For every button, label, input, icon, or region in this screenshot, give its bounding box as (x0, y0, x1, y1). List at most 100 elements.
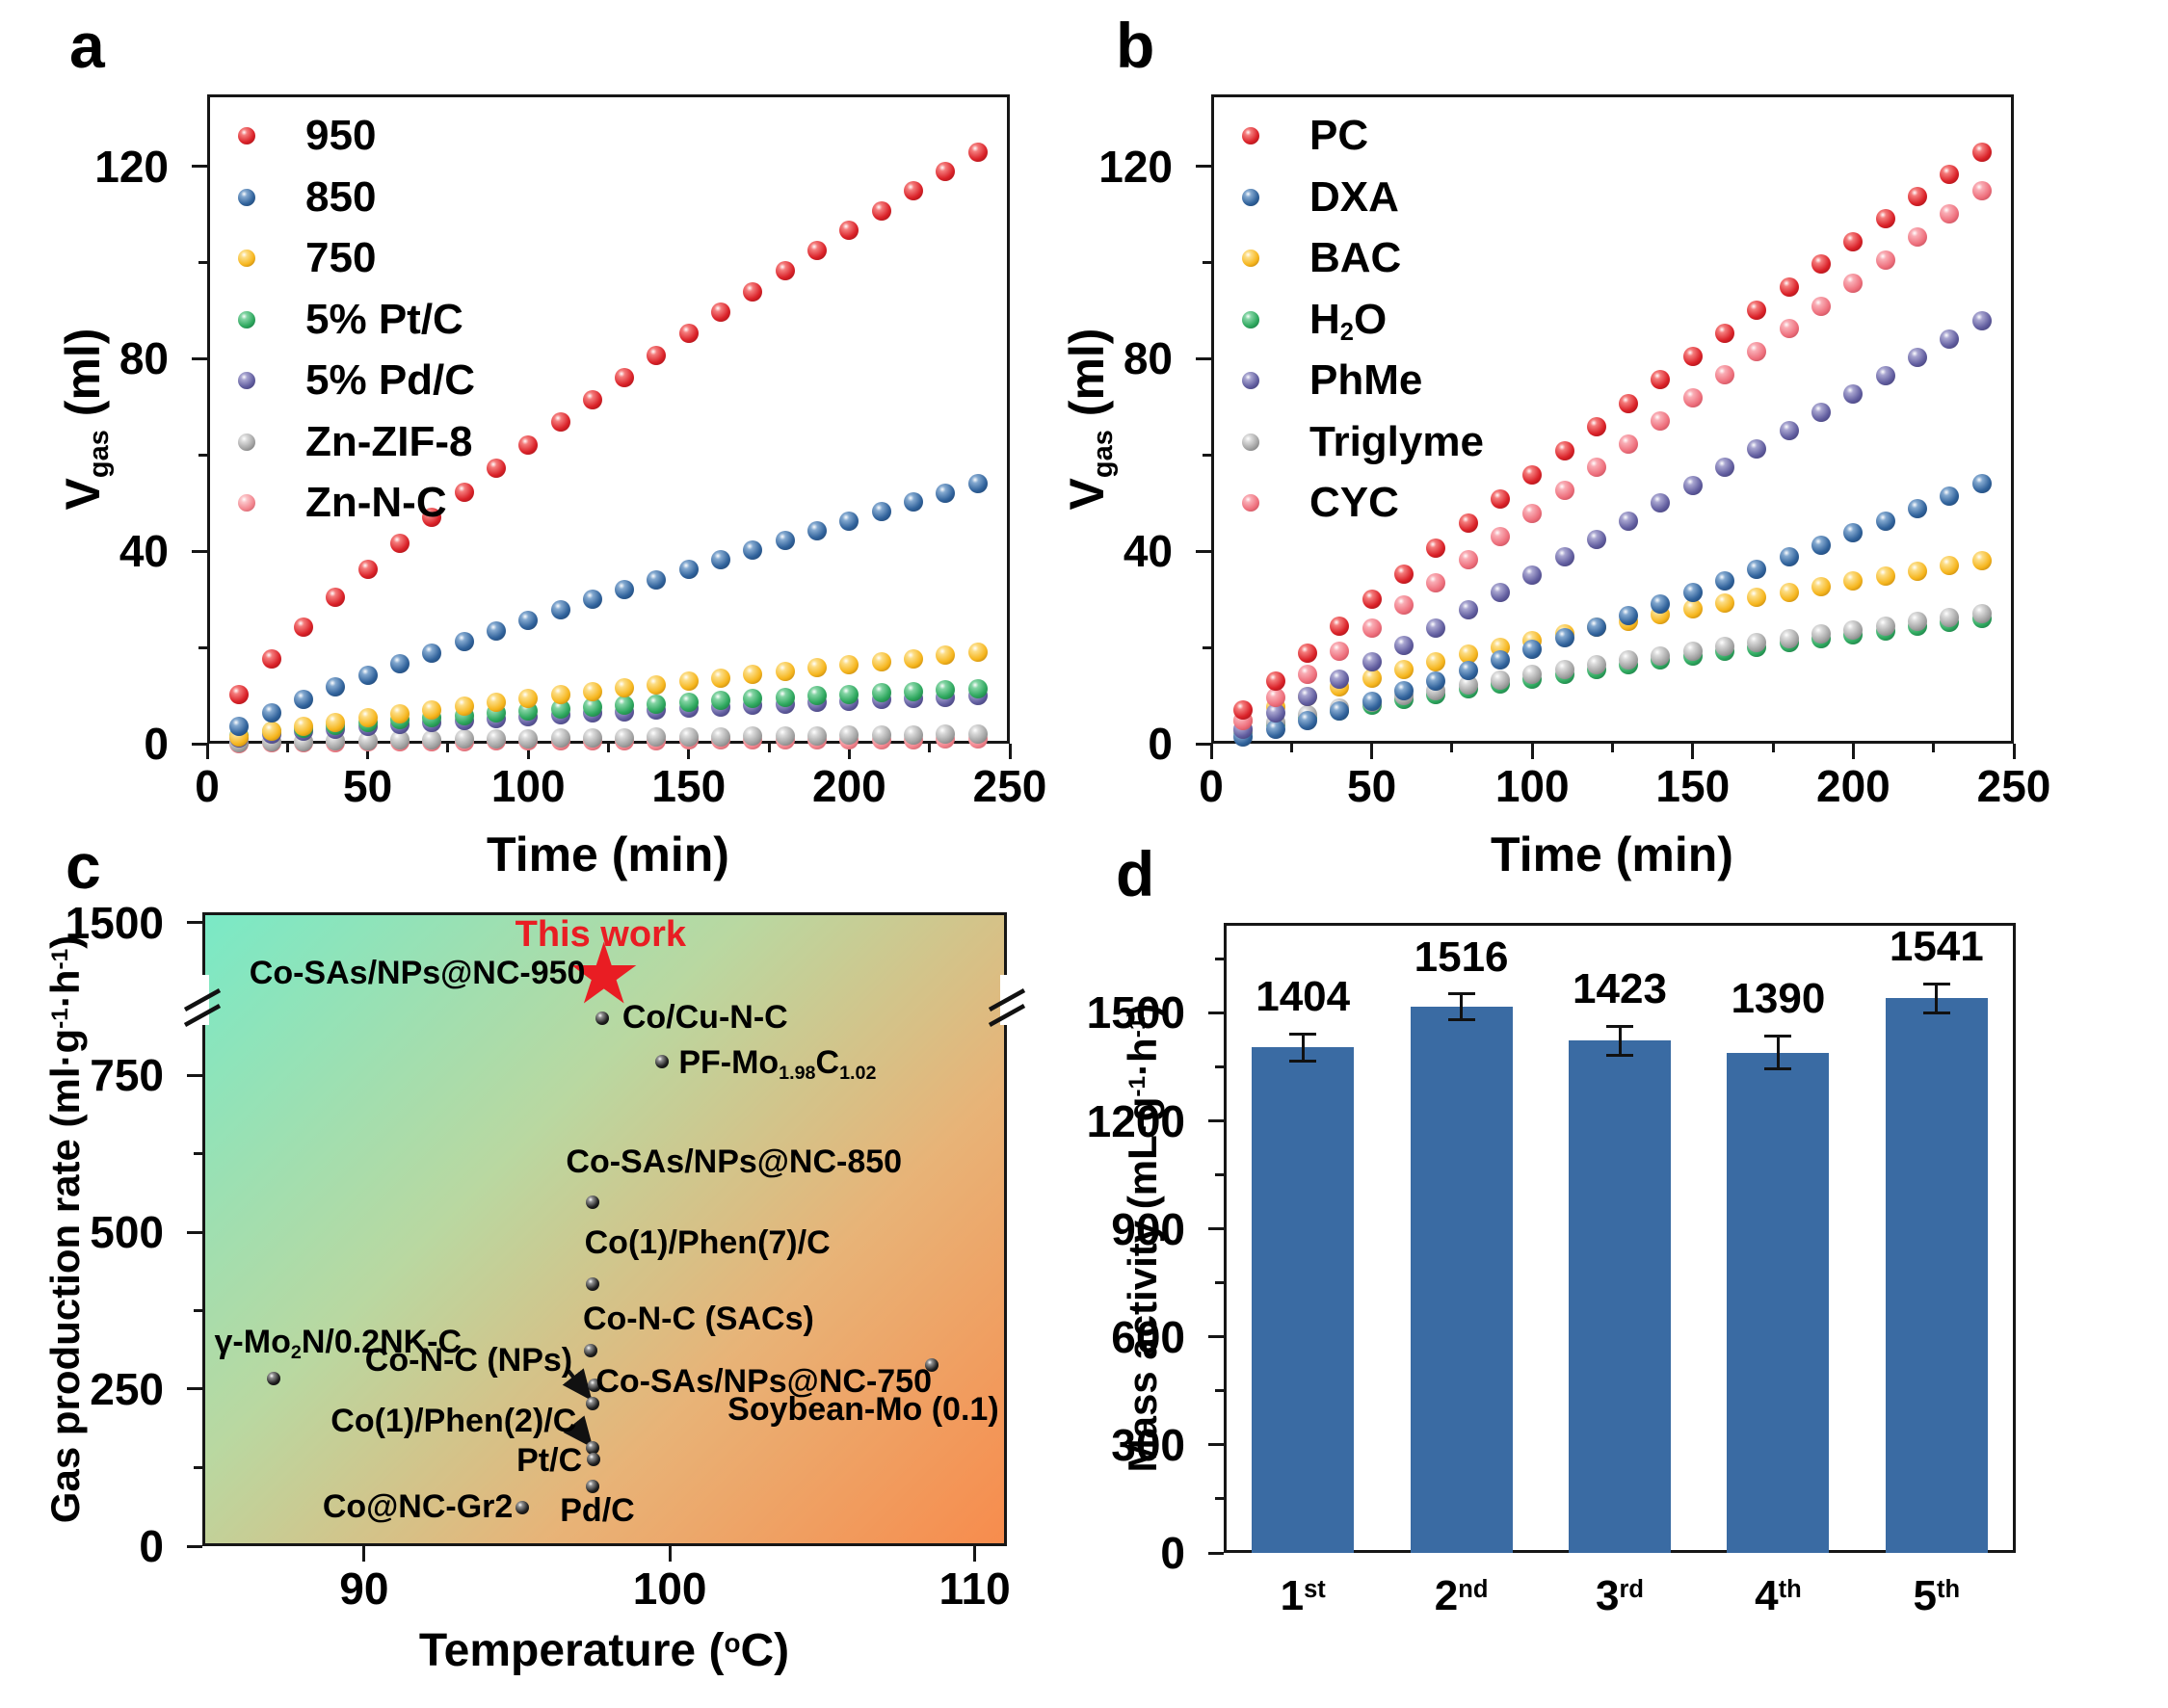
data-point-dxa (1747, 559, 1767, 579)
data-point-cyc (1330, 642, 1350, 662)
data-point-750 (678, 671, 699, 692)
y-tick-label: 40 (119, 526, 169, 577)
data-point-750 (357, 708, 378, 728)
y-axis-tick (1215, 1173, 1224, 1177)
arrow-icon (562, 1368, 593, 1402)
legend-label: PC (1309, 112, 1369, 159)
x-axis-tick (1611, 744, 1614, 752)
data-point-triglyme (1875, 616, 1895, 636)
data-point-950 (711, 302, 731, 323)
data-point-750 (293, 717, 313, 737)
subscript: 1.02 (839, 1062, 877, 1084)
data-point-dxa (1940, 486, 1960, 507)
data-point-cyc (1875, 250, 1895, 270)
data-point-cyc (1362, 618, 1382, 639)
data-point-pc (1811, 254, 1832, 275)
legend-marker-icon (1242, 250, 1259, 267)
data-point-co-nc-gr2 (516, 1500, 530, 1514)
data-point-phme (1747, 438, 1767, 459)
data-point-850 (904, 492, 924, 512)
error-bar-cap (1447, 1018, 1475, 1022)
y-axis-tick (187, 1230, 202, 1234)
data-point-cyc (1554, 480, 1574, 500)
y-tick-label: 250 (90, 1363, 164, 1414)
category-label-2nd: 2nd (1434, 1572, 1489, 1619)
data-point-dxa (1393, 681, 1414, 701)
x-tick-label: 200 (1816, 761, 1890, 811)
data-point-phme (1651, 493, 1671, 513)
legend-label: 950 (305, 112, 377, 159)
error-bar-cap (1447, 992, 1475, 996)
data-point-dxa (1651, 593, 1671, 614)
panel-letter-a: a (69, 10, 105, 81)
data-point-950 (678, 324, 699, 344)
annotation-label-pf-mo: PF-Mo1.98C1.02 (678, 1043, 877, 1084)
data-point-pc (1971, 142, 1992, 162)
legend-label: 5% Pt/C (305, 295, 463, 343)
legend-marker-icon (238, 372, 255, 389)
data-point-750 (582, 681, 602, 701)
data-point-phme (1522, 565, 1543, 585)
y-tick-label: 0 (144, 718, 169, 769)
legend-item-phme: PhMe (1242, 353, 1422, 408)
data-point-850 (647, 569, 667, 590)
y-tick-label: 0 (1160, 1527, 1185, 1578)
category-label-5th: 5th (1913, 1572, 1961, 1619)
data-point-5-pt-c (936, 680, 956, 700)
data-point-850 (967, 474, 988, 494)
y-axis-tick (1215, 1389, 1224, 1393)
y-axis-tick (187, 1073, 202, 1077)
data-point-co-n-c-sacs (584, 1343, 598, 1357)
data-point-bac (1971, 551, 1992, 571)
data-point-triglyme (1586, 655, 1606, 675)
legend-item-5-pt-c: 5% Pt/C (238, 292, 463, 348)
bar-value-label: 1423 (1573, 965, 1667, 1013)
data-point-5-pt-c (550, 699, 570, 720)
data-point-750 (711, 668, 731, 688)
legend-item-dxa: DXA (1242, 170, 1399, 225)
data-point-850 (389, 654, 410, 674)
x-tick-label: 50 (343, 761, 393, 811)
data-point-phme (1843, 384, 1864, 405)
data-point-dxa (1330, 700, 1350, 721)
y-axis-tick (1208, 1119, 1224, 1123)
y-axis-tick (1215, 957, 1224, 960)
legend-label: 750 (305, 234, 377, 281)
data-point-5-pt-c (615, 696, 635, 716)
data-point-zn-zif-8 (615, 727, 635, 748)
data-point-zn-zif-8 (582, 727, 602, 748)
data-point-750 (775, 661, 795, 681)
data-point-bac (1779, 582, 1799, 602)
legend-item-5-pd-c: 5% Pd/C (238, 353, 475, 408)
legend-label: CYC (1309, 479, 1399, 526)
superscript: -1 (1124, 1016, 1150, 1038)
y-tick-label: 1500 (65, 897, 164, 948)
y-axis-tick (1215, 1065, 1224, 1068)
data-point-950 (615, 367, 635, 387)
data-point-zn-zif-8 (647, 727, 667, 748)
subscript: 1.98 (779, 1062, 816, 1084)
annotation-label-co1-phen7-c: Co(1)/Phen(7)/C (584, 1224, 831, 1262)
y-axis-tick (1208, 1443, 1224, 1447)
data-point-cyc (1490, 526, 1510, 546)
x-axis-tick (847, 744, 851, 759)
bar-1st (1252, 1047, 1355, 1553)
annotation-label-co-n-c-sacs: Co-N-C (SACs) (582, 1301, 814, 1338)
data-point-cyc (1586, 457, 1606, 477)
y-axis-tick (1196, 165, 1211, 169)
panel-letter-b: b (1116, 10, 1155, 81)
annotation-label-co1-phen2-c: Co(1)/Phen(2)/C (330, 1403, 577, 1440)
data-point-triglyme (1651, 645, 1671, 666)
y-axis-tick (192, 549, 207, 553)
y-axis-tick (1215, 1281, 1224, 1285)
x-axis-tick (2012, 744, 2016, 759)
legend-item-750: 750 (238, 230, 376, 286)
y-tick-label: 1200 (1086, 1095, 1185, 1146)
data-point-dxa (1522, 639, 1543, 659)
y-axis-tick (194, 1152, 202, 1156)
legend-item-cyc: CYC (1242, 475, 1399, 531)
legend-item-950: 950 (238, 108, 376, 164)
data-point-850 (357, 666, 378, 686)
bar-2nd (1410, 1007, 1513, 1553)
data-point-phme (1682, 475, 1703, 495)
